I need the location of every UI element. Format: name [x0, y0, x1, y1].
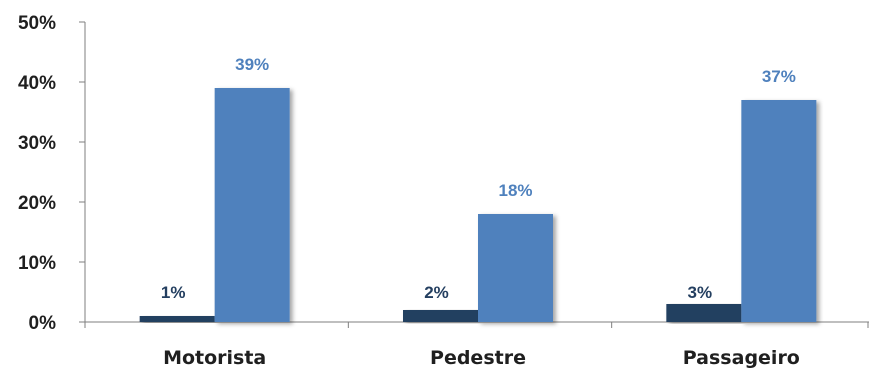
data-label: 2%	[424, 283, 449, 302]
y-tick-label: 40%	[18, 73, 56, 94]
bars	[139, 88, 817, 322]
category-label: Motorista	[163, 347, 266, 369]
bar	[666, 304, 742, 322]
bar	[139, 316, 215, 322]
bar	[214, 88, 290, 322]
y-tick-label: 0%	[29, 313, 57, 334]
category-label: Pedestre	[430, 347, 526, 369]
data-labels: 1% 39% 2% 18% 3% 37%	[161, 55, 796, 302]
bar	[403, 310, 478, 322]
y-axis-ticks: 0% 10% 20% 30% 40% 50%	[18, 13, 85, 334]
data-label: 18%	[498, 181, 532, 200]
y-tick-label: 30%	[18, 133, 56, 154]
data-label: 3%	[688, 283, 713, 302]
data-label: 37%	[762, 67, 796, 86]
data-label: 1%	[161, 283, 186, 302]
category-label: Passageiro	[683, 347, 800, 369]
y-tick-label: 10%	[18, 253, 56, 274]
bar	[478, 214, 553, 322]
y-tick-label: 50%	[18, 13, 56, 34]
data-label: 39%	[235, 55, 269, 74]
y-tick-label: 20%	[18, 193, 56, 214]
category-labels: Motorista Pedestre Passageiro	[163, 347, 800, 369]
bar	[741, 100, 817, 322]
